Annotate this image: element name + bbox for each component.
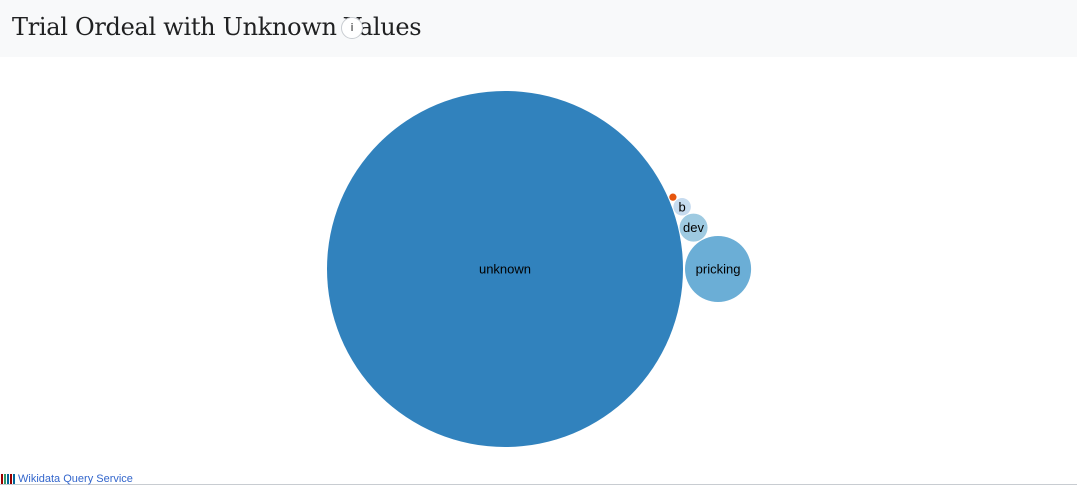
info-button[interactable]: i <box>341 17 363 39</box>
bubble-label-b: b <box>679 199 686 214</box>
footer: Wikidata Query Service <box>0 472 1077 485</box>
bubble-label-unknown: unknown <box>479 262 531 277</box>
bubble-unlabeled[interactable] <box>669 193 677 201</box>
bubble-pricking[interactable]: pricking <box>685 235 752 303</box>
wikidata-logo-icon <box>1 474 16 484</box>
bubble-circle-b[interactable] <box>673 198 691 216</box>
bubble-unknown[interactable]: unknown <box>327 91 683 447</box>
bubble-label-pricking: pricking <box>696 262 741 277</box>
bubble-circle-unknown[interactable] <box>327 91 683 447</box>
logo-bar-1 <box>1 474 3 484</box>
bubble-circle-dev[interactable] <box>679 213 708 242</box>
bubble-label-dev: dev <box>683 220 704 235</box>
bubble-layer: unknown pricking dev b <box>327 91 752 447</box>
bubble-circle-pricking[interactable] <box>685 235 752 303</box>
bubble-chart: unknown pricking dev b <box>327 91 752 447</box>
wikidata-query-service-link[interactable]: Wikidata Query Service <box>18 473 133 485</box>
bubble-dev[interactable]: dev <box>679 213 708 242</box>
logo-bar-3 <box>7 474 9 484</box>
logo-bar-5 <box>13 474 15 484</box>
logo-bar-4 <box>10 474 12 484</box>
header: Trial Ordeal with Unknown Values i <box>0 0 1077 57</box>
logo-bar-2 <box>4 474 6 484</box>
bubble-circle-unlabeled[interactable] <box>669 193 677 201</box>
bubble-b[interactable]: b <box>673 198 691 216</box>
